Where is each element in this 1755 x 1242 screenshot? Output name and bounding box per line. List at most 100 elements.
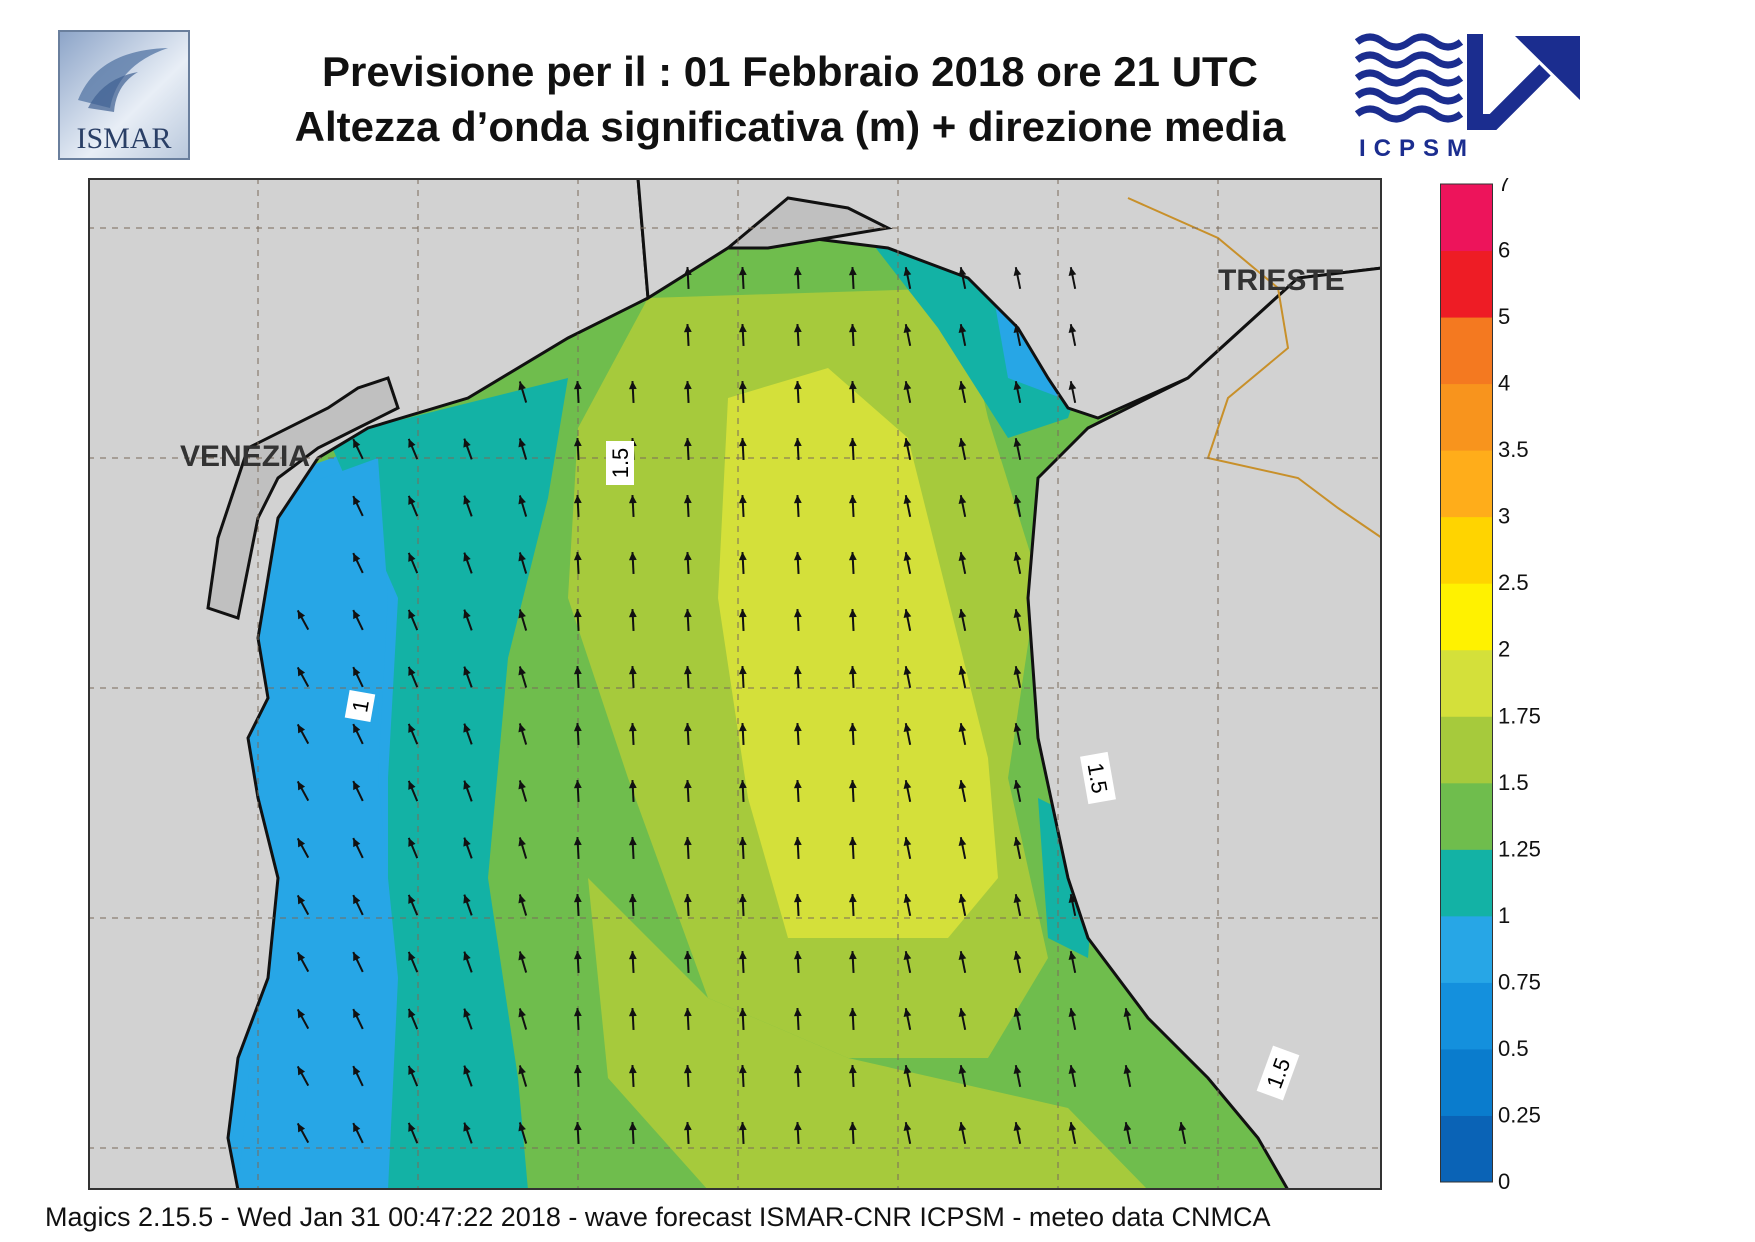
label-venezia: VENEZIA [180, 440, 310, 473]
wave-arrow-head [1123, 1065, 1132, 1074]
footer-credits: Magics 2.15.5 - Wed Jan 31 00:47:22 2018… [45, 1202, 1271, 1232]
wave-arrow-head [1068, 1008, 1077, 1017]
wave-arrow-head [353, 667, 361, 677]
wave-height-map: VENEZIA TRIESTE 1.5 1 1.5 1.5 [88, 178, 1382, 1190]
wave-arrow-head [958, 495, 967, 504]
wave-arrow-head [408, 1008, 416, 1018]
title-line-2: Altezza d’onda significativa (m) + direz… [294, 103, 1286, 150]
wave-arrow-head [848, 552, 857, 561]
wave-arrow-head [958, 552, 967, 561]
wave-arrow-head [1068, 267, 1077, 276]
wave-arrow-head [353, 952, 361, 962]
wave-arrow-head [1013, 438, 1022, 447]
wave-arrow-head [463, 723, 471, 733]
legend-label: 3.5 [1498, 437, 1529, 462]
legend-label: 6 [1498, 238, 1510, 263]
wave-arrow-head [463, 495, 471, 505]
wave-arrow-head [903, 837, 912, 846]
wave-arrow-head [628, 552, 637, 561]
legend-label: 1.75 [1498, 703, 1541, 728]
wave-arrow-head [628, 495, 637, 504]
wave-arrow-head [297, 610, 306, 620]
wave-arrow-head [958, 381, 967, 390]
wave-arrow-head [408, 1065, 416, 1075]
legend-swatch [1440, 383, 1492, 451]
wave-arrow-head [1068, 381, 1077, 390]
wave-arrow-head [628, 894, 637, 903]
wave-arrow-head [1068, 1122, 1077, 1131]
legend-label: 1.5 [1498, 770, 1529, 795]
wave-arrow-head [408, 1122, 416, 1132]
wave-arrow-head [518, 666, 526, 676]
wave-arrow-head [1013, 837, 1022, 846]
wave-arrow-head [793, 837, 802, 846]
wave-arrow-head [738, 495, 747, 504]
wave-arrow-head [408, 780, 416, 790]
wave-direction-arrows [296, 266, 1187, 1145]
wave-arrow-head [793, 609, 802, 618]
wave-arrow-head [518, 552, 526, 562]
wave-arrow-head [628, 837, 637, 846]
wave-arrow-head [408, 723, 416, 733]
wave-arrow-head [903, 780, 912, 789]
legend-label: 0.5 [1498, 1036, 1529, 1061]
wave-arrow-head [408, 495, 416, 505]
wave-arrow-head [793, 894, 802, 903]
legend-swatch [1440, 982, 1492, 1050]
wave-arrow-head [353, 724, 361, 734]
wave-arrow-head [573, 381, 582, 390]
wave-arrow-head [1068, 894, 1077, 903]
color-legend: 0 0.25 0.5 0.75 1 1.25 1.5 1.75 2 2.5 3 3.5 4 5 6 7 [1440, 178, 1541, 1190]
wave-arrow-head [848, 951, 857, 960]
wave-arrow-head [463, 1122, 471, 1132]
wave-arrow-head [463, 837, 471, 847]
wave-arrow-head [463, 666, 471, 676]
wave-arrow-head [738, 324, 747, 333]
legend-label: 1.25 [1498, 836, 1541, 861]
wave-arrow-head [793, 552, 802, 561]
wave-arrow-head [958, 666, 967, 675]
wave-arrow-head [463, 609, 471, 619]
wave-arrow-head [628, 1122, 637, 1131]
wave-arrow-head [848, 438, 857, 447]
wave-arrow-head [1013, 267, 1022, 276]
wave-arrow-head [683, 723, 692, 732]
wave-arrow-head [297, 952, 306, 962]
legend-swatch [1440, 649, 1492, 717]
wave-arrow-head [628, 666, 637, 675]
wave-arrow-head [958, 723, 967, 732]
wave-arrow-head [848, 381, 857, 390]
wave-arrow-head [738, 723, 747, 732]
wave-arrow-head [793, 951, 802, 960]
wave-arrow-head [1013, 1008, 1022, 1017]
wave-arrow-head [683, 381, 692, 390]
wave-arrow-head [573, 609, 582, 618]
wave-arrow-head [958, 951, 967, 960]
wave-arrow-head [628, 723, 637, 732]
wave-arrow-head [628, 381, 637, 390]
wave-arrow-head [1123, 1008, 1132, 1017]
wave-arrow-head [1013, 1065, 1022, 1074]
wave-arrow-head [1013, 324, 1022, 333]
wave-arrow-head [1013, 894, 1022, 903]
wave-arrow-head [793, 438, 802, 447]
wave-arrow-head [463, 780, 471, 790]
wave-arrow-head [903, 552, 912, 561]
wave-arrow-head [463, 552, 471, 562]
wave-arrow-head [353, 1066, 361, 1076]
legend-swatch [1440, 184, 1492, 252]
wave-arrow-head [518, 381, 526, 391]
wave-arrow-head [353, 610, 361, 620]
wave-arrow-head [683, 1008, 692, 1017]
wave-arrow-head [628, 609, 637, 618]
wave-arrow-head [683, 438, 692, 447]
wave-arrow-head [848, 324, 857, 333]
wave-arrow-head [518, 837, 526, 847]
wave-arrow-head [1013, 552, 1022, 561]
wave-arrow-head [1013, 609, 1022, 618]
icpsm-logo-text: ICPSM [1359, 135, 1475, 162]
sea-band-0-75-1-inner [238, 458, 398, 1190]
wave-arrow-head [297, 838, 306, 848]
wave-arrow-head [573, 666, 582, 675]
wave-arrow-head [408, 438, 416, 448]
